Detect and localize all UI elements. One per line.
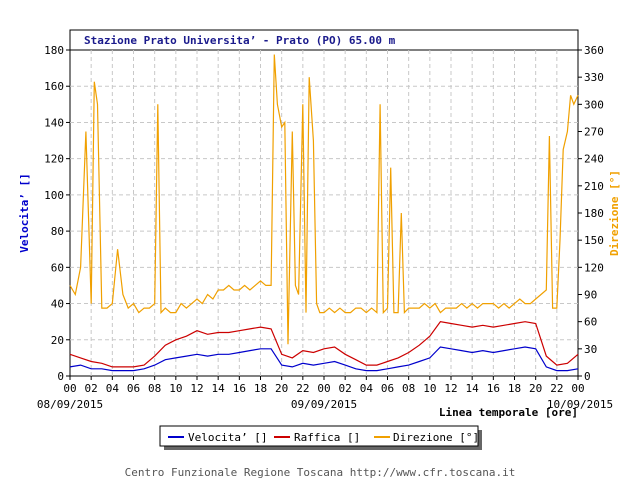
left-tick-label: 160 — [44, 80, 64, 93]
y-axis-right-label: Direzione [°] — [608, 170, 621, 256]
footer-credit: Centro Funzionale Regione Toscana http:/… — [125, 466, 516, 479]
right-tick-label: 120 — [584, 261, 604, 274]
x-tick-label: 18 — [508, 382, 521, 395]
x-tick-label: 06 — [127, 382, 140, 395]
right-axis-ticks: 0 30 60 90 120 150 180 210 240 270 300 330 360 — [578, 44, 604, 383]
x-tick-label: 00 — [63, 382, 76, 395]
series-line-raffica — [69, 321, 579, 368]
svg-text:Velocita’ []: Velocita’ [] — [188, 431, 267, 444]
x-tick-label: 04 — [360, 382, 374, 395]
right-tick-label: 240 — [584, 153, 604, 166]
right-tick-label: 180 — [584, 207, 604, 220]
x-tick-label: 12 — [190, 382, 203, 395]
date-label-end: 10/09/2015 — [547, 398, 613, 411]
x-tick-label: 20 — [275, 382, 288, 395]
x-tick-label: 22 — [296, 382, 309, 395]
right-tick-label: 360 — [584, 44, 604, 57]
x-tick-label: 14 — [212, 382, 226, 395]
x-tick-label: 02 — [339, 382, 352, 395]
x-tick-label: 18 — [254, 382, 267, 395]
right-tick-label: 30 — [584, 343, 597, 356]
series-line-velocita — [69, 346, 579, 372]
x-axis-label: Linea temporale [ore] — [439, 406, 578, 419]
x-tick-label: 12 — [444, 382, 457, 395]
left-tick-label: 180 — [44, 44, 64, 57]
right-tick-label: 150 — [584, 234, 604, 247]
x-axis-ticks: 00 02 04 06 08 10 12 14 16 18 20 22 00 02 04 06 08 10 12 14… — [63, 376, 585, 395]
right-tick-label: 60 — [584, 316, 597, 329]
x-tick-label: 00 — [317, 382, 330, 395]
left-tick-label: 100 — [44, 189, 64, 202]
chart-title: Stazione Prato Universita’ - Prato (PO) … — [84, 34, 396, 47]
date-label-mid: 09/09/2015 — [291, 398, 357, 411]
x-tick-label: 14 — [466, 382, 480, 395]
grid-lines — [70, 50, 578, 376]
right-tick-label: 0 — [584, 370, 591, 383]
x-tick-label: 10 — [169, 382, 182, 395]
series-lines — [69, 54, 579, 372]
x-tick-label: 22 — [550, 382, 563, 395]
series-line-direzione — [69, 54, 579, 345]
left-tick-label: 80 — [51, 225, 64, 238]
x-tick-label: 16 — [233, 382, 246, 395]
legend-box — [159, 425, 479, 447]
x-tick-label: 16 — [487, 382, 500, 395]
x-tick-label: 04 — [106, 382, 120, 395]
legend-item-raffica: Raffica [] — [274, 431, 360, 444]
right-tick-label: 90 — [584, 289, 597, 302]
date-label-start: 08/09/2015 — [37, 398, 103, 411]
svg-text:Raffica []: Raffica [] — [294, 431, 360, 444]
left-tick-label: 60 — [51, 261, 64, 274]
left-tick-label: 20 — [51, 334, 64, 347]
right-tick-label: 330 — [584, 71, 604, 84]
legend-item-velocita: Velocita’ [] — [168, 431, 267, 444]
x-tick-label: 20 — [529, 382, 542, 395]
left-tick-label: 40 — [51, 298, 64, 311]
left-tick-label: 140 — [44, 116, 64, 129]
x-tick-label: 02 — [85, 382, 98, 395]
right-tick-label: 270 — [584, 126, 604, 139]
x-tick-label: 08 — [148, 382, 161, 395]
legend-item-direzione: Direzione [°] — [374, 431, 479, 444]
right-tick-label: 300 — [584, 98, 604, 111]
left-tick-label: 120 — [44, 153, 64, 166]
x-tick-label: 10 — [423, 382, 436, 395]
svg-text:Direzione [°]: Direzione [°] — [393, 431, 479, 444]
y-axis-left-label: Velocita’ [] — [18, 173, 31, 252]
x-tick-label: 00 — [571, 382, 584, 395]
right-tick-label: 210 — [584, 180, 604, 193]
x-tick-label: 06 — [381, 382, 394, 395]
left-axis-ticks: 0 20 40 60 80 100 120 140 160 180 — [44, 44, 70, 383]
x-tick-label: 08 — [402, 382, 415, 395]
left-tick-label: 0 — [57, 370, 64, 383]
